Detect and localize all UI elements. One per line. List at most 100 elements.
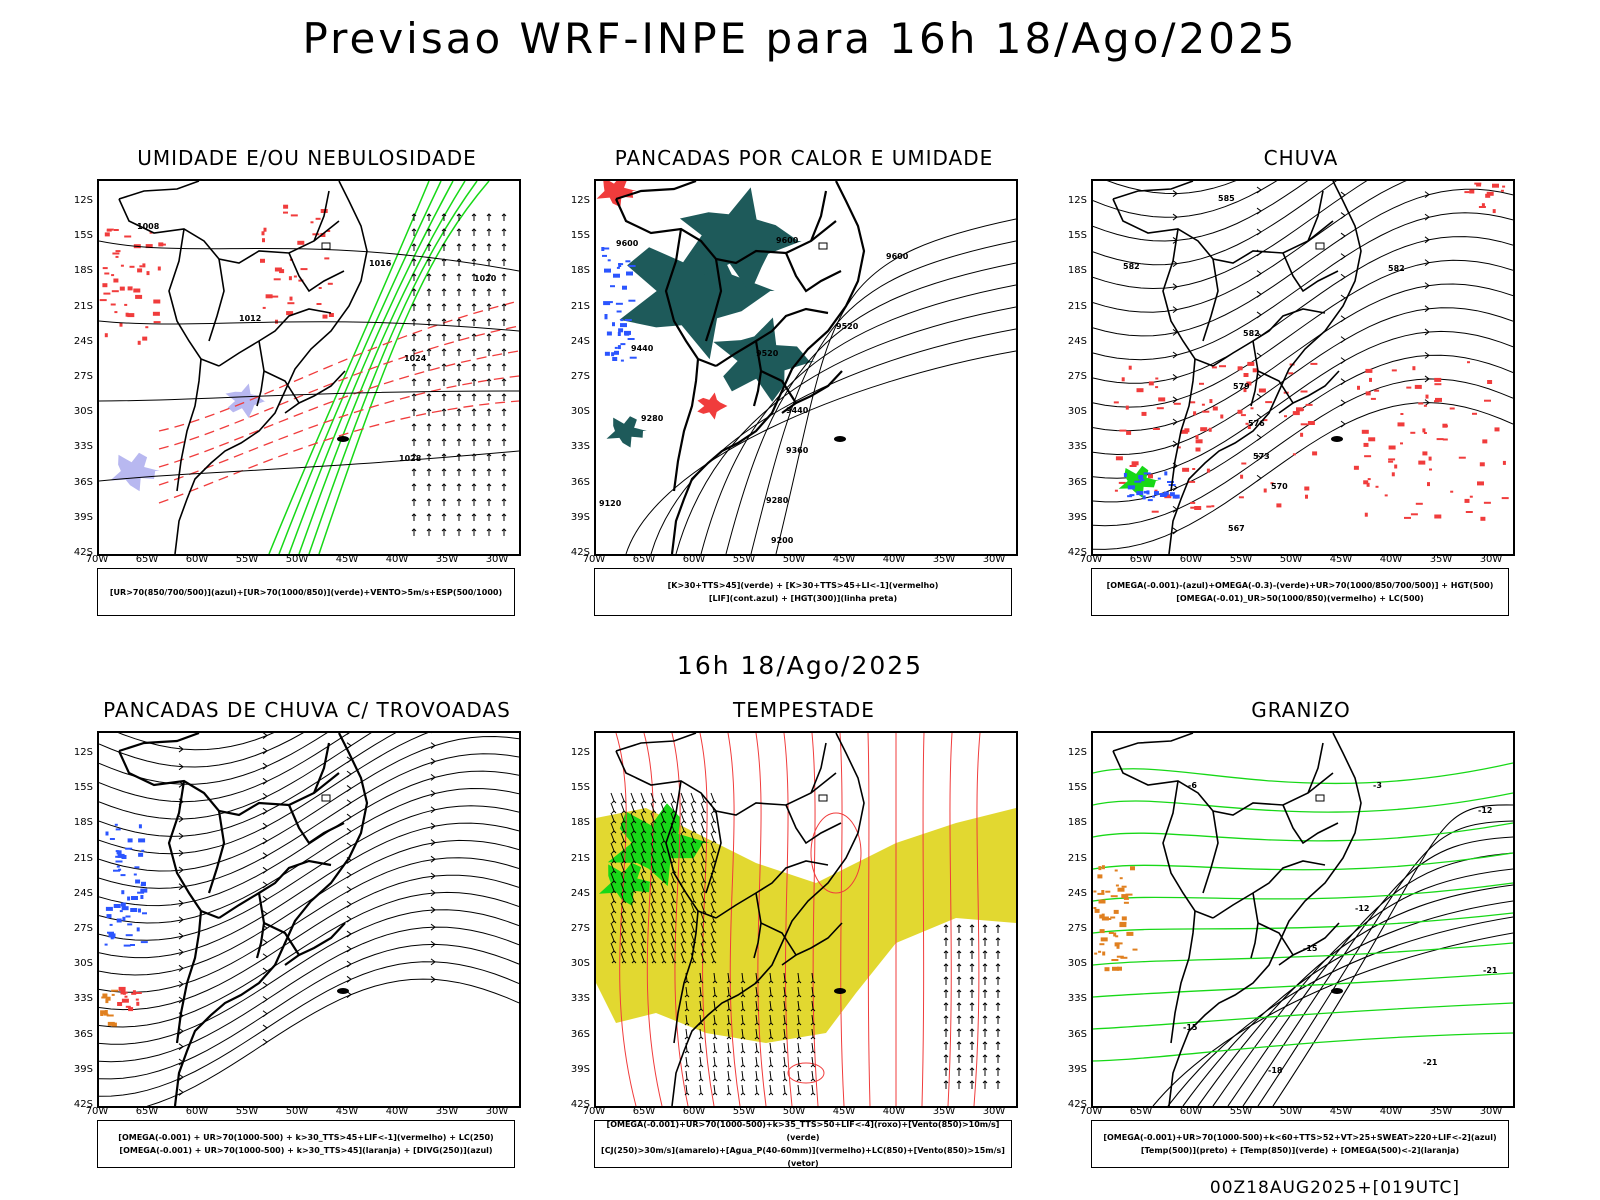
wind-vector: [699, 972, 702, 982]
longitude-label: 70W: [582, 1106, 606, 1117]
omega-orange: [1097, 892, 1105, 895]
omega-red: [1492, 209, 1496, 214]
contour-label: 9200: [771, 536, 794, 545]
wind-vector: [630, 862, 635, 872]
wind-vector: [630, 922, 635, 932]
contour-label: 9520: [836, 322, 859, 331]
jet-stream-shading: [596, 808, 1016, 1043]
omega-red: [1307, 421, 1315, 425]
omega-blue: [1169, 492, 1175, 497]
thickness-marks: [320, 233, 326, 237]
wind-vector: [699, 1028, 702, 1038]
political-border: [715, 860, 829, 919]
wind-vector: [700, 882, 705, 892]
wind-vector: [769, 986, 772, 996]
latitude-label: 36S: [73, 476, 93, 488]
temp-850-contour: [1093, 1032, 1513, 1062]
thickness-marks: [124, 303, 128, 306]
omega-red: [1151, 510, 1159, 513]
omega-red: [1479, 462, 1485, 467]
omega-red: [1367, 478, 1371, 481]
streamline-850: [839, 733, 845, 1106]
omega-red: [1113, 401, 1119, 404]
longitude-label: 55W: [732, 1106, 756, 1117]
omega-red: [1391, 472, 1395, 477]
wind-vector: [710, 932, 715, 942]
latitude-label: 42S: [1067, 547, 1087, 558]
longitude-label: 65W: [632, 1106, 656, 1117]
longitude-label: 55W: [1229, 1106, 1253, 1117]
latitude-label: 21S: [570, 852, 590, 864]
latitude-label: 12S: [1067, 195, 1087, 206]
omega-red: [1192, 468, 1196, 470]
wind-vector: [710, 792, 715, 802]
wind-vector: [610, 792, 615, 802]
omega-red: [1237, 409, 1243, 414]
legend-line: [LIF](cont.azul) + [HGT(300)](linha pret…: [708, 594, 898, 603]
wind-vector: [797, 1014, 800, 1024]
latitude-label: 21S: [570, 300, 590, 312]
wind-vector: [680, 942, 685, 952]
wind-vector: [610, 802, 615, 812]
omega-red: [1370, 397, 1376, 400]
lifted-index-contour: [604, 268, 611, 273]
omega-red: [1404, 516, 1411, 519]
wind-vector: [755, 1084, 758, 1094]
wind-vector: [700, 822, 705, 832]
divergence-blue: [121, 855, 127, 859]
political-border: [1307, 190, 1324, 242]
lifted-index-contour: [618, 328, 624, 333]
political-border: [1112, 181, 1194, 200]
storm-orange: [107, 1021, 115, 1026]
contour-label: 9600: [616, 239, 639, 248]
wind-vector: [755, 1070, 758, 1080]
lifted-index-contour: [620, 319, 624, 322]
omega-red: [1449, 407, 1455, 410]
wind-vector: [755, 986, 758, 996]
streamline: [1106, 181, 1237, 195]
temp-500-contour: [1257, 820, 1513, 1106]
omega-orange: [1099, 929, 1105, 934]
moisture-contour: [298, 181, 466, 554]
wind-vector: [741, 1084, 744, 1094]
wind-vector: [670, 922, 675, 932]
longitude-label: 35W: [932, 1106, 956, 1117]
wind-vector: [660, 792, 665, 802]
thickness-marks: [127, 313, 135, 318]
thickness-marks: [142, 336, 148, 341]
omega-red: [1442, 423, 1448, 428]
contour-label: 582: [1388, 264, 1405, 273]
streamline-850: [615, 733, 637, 1106]
humidity-shading: [225, 383, 266, 418]
longitude-label: 35W: [435, 1106, 459, 1117]
height-contour: [700, 284, 1016, 554]
political-border: [760, 922, 798, 966]
latitude-label: 18S: [1067, 817, 1087, 829]
wind-vector: [700, 912, 705, 922]
omega-blue: [1127, 495, 1133, 498]
divergence-blue: [130, 944, 135, 946]
latitude-label: 30S: [570, 958, 590, 970]
political-border: [1112, 198, 1334, 264]
wind-vector: [650, 912, 655, 922]
omega-red: [1487, 380, 1493, 384]
wind-vector: [670, 852, 675, 862]
wind-vector: [660, 872, 665, 882]
coastline: [1168, 181, 1362, 554]
wind-vector: [640, 922, 645, 932]
latitude-label: 39S: [1067, 1063, 1087, 1075]
wind-vector: [640, 952, 645, 962]
omega-red: [1115, 456, 1123, 461]
streamline: [99, 839, 519, 976]
legend-line: [Temp(500)](preto) + [Temp(850)](verde) …: [1140, 1146, 1460, 1155]
panel-legend: [OMEGA(-0.001) + UR>70(1000-500) + k>30_…: [97, 1120, 515, 1168]
streamline: [99, 733, 304, 768]
wind-vector: [660, 942, 665, 952]
wind-vector: [741, 1014, 744, 1024]
lifted-index-contour: [604, 351, 610, 356]
latitude-label: 42S: [73, 547, 93, 558]
wind-vector: [640, 942, 645, 952]
divergence-blue: [125, 915, 131, 918]
political-border: [1170, 358, 1196, 492]
divergence-blue: [141, 881, 146, 886]
